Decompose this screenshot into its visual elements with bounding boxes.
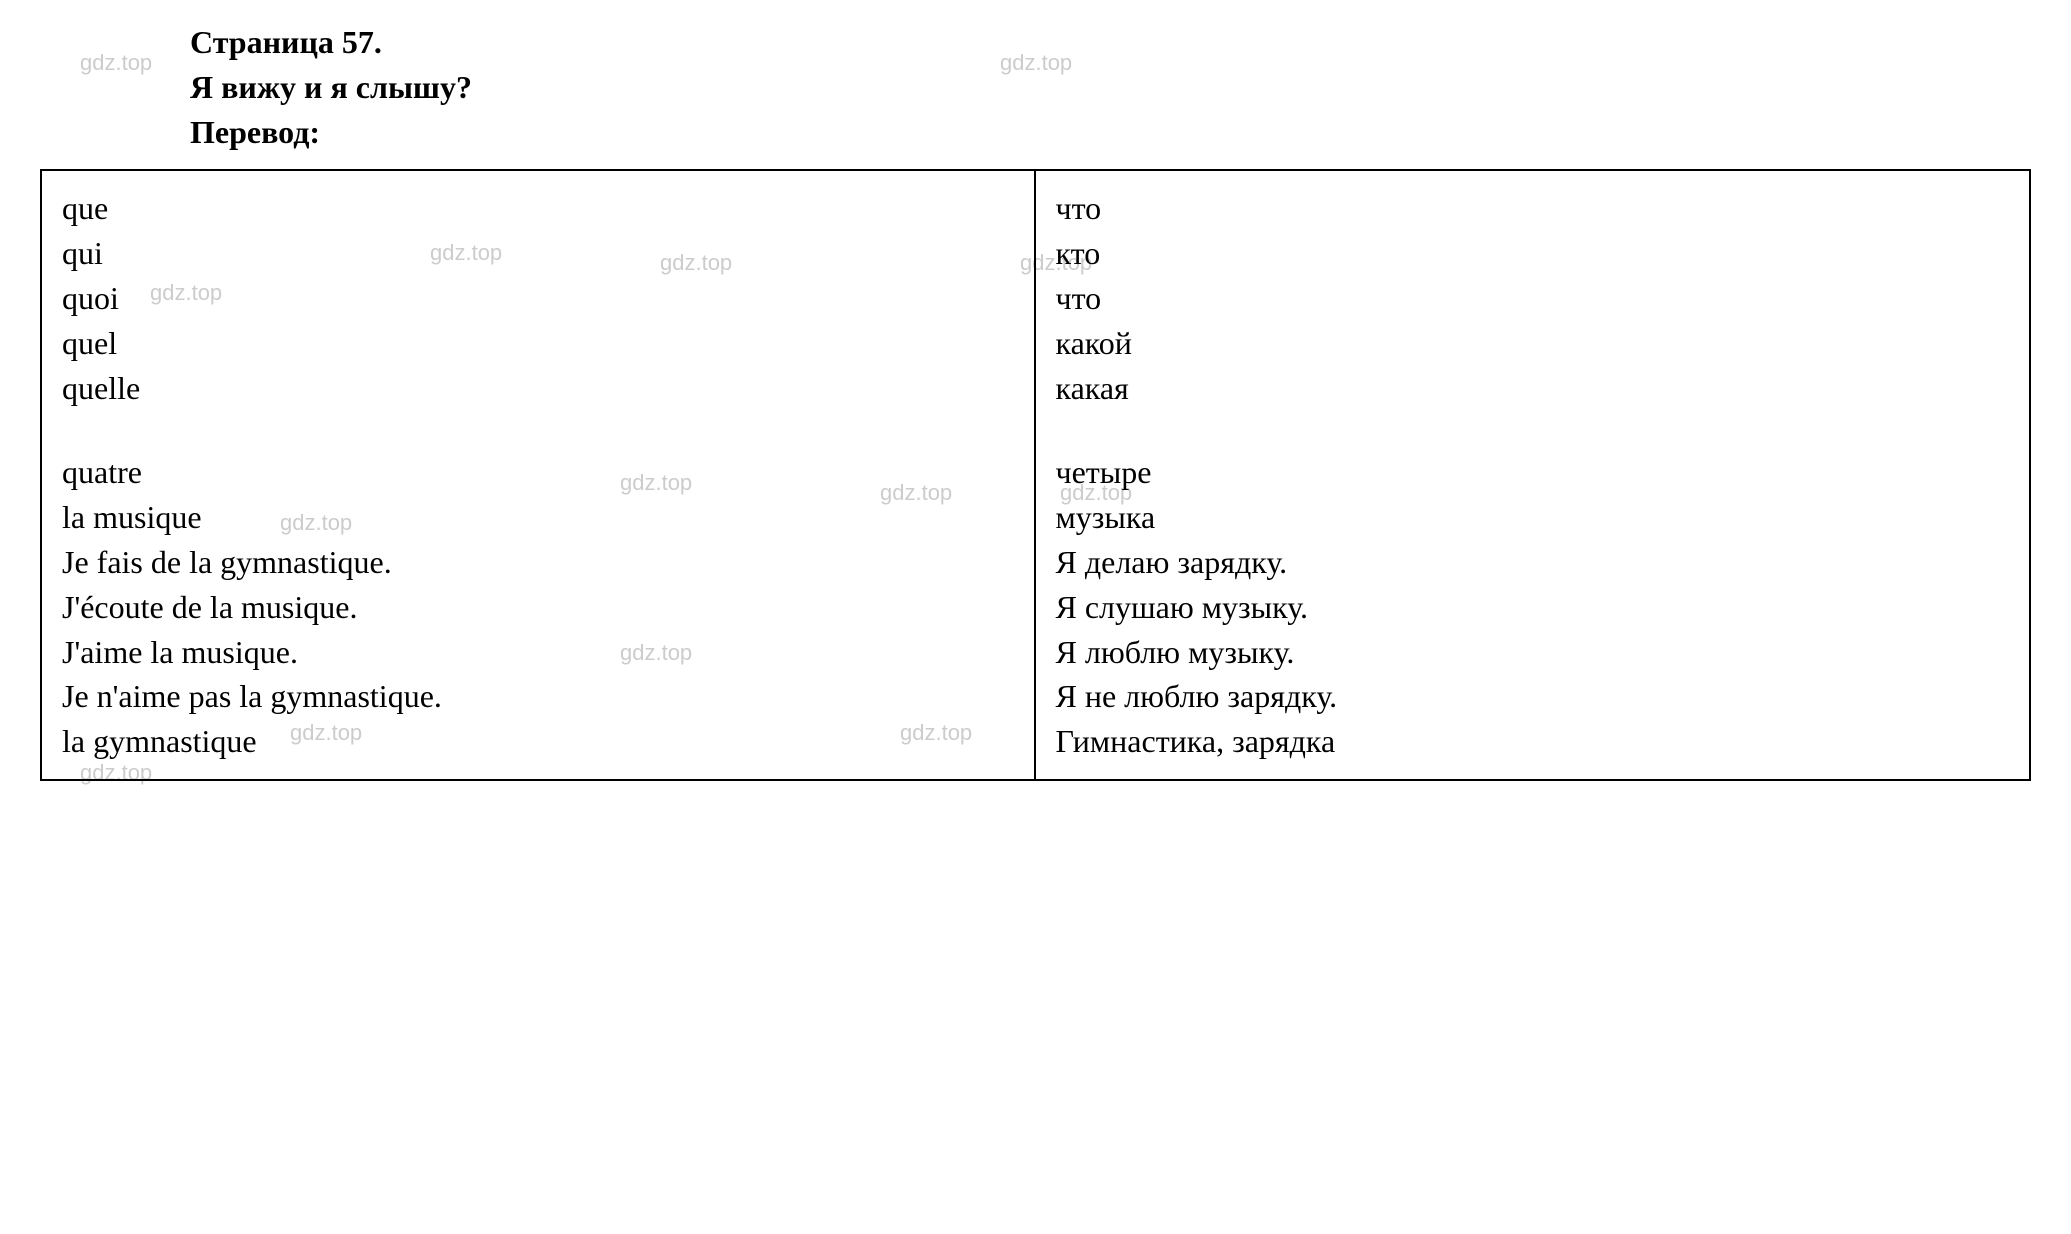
- russian-word: кто: [1056, 231, 2010, 276]
- table-row: que qui quoi quel quelle quatre la musiq…: [42, 171, 2029, 779]
- russian-sentence: Я не люблю зарядку.: [1056, 674, 2010, 719]
- spacer: [1056, 410, 2010, 450]
- russian-sentence: Я слушаю музыку.: [1056, 585, 2010, 630]
- page-title: Страница 57.: [190, 20, 2031, 65]
- french-word: qui: [62, 231, 1014, 276]
- russian-sentence: Я делаю зарядку.: [1056, 540, 2010, 585]
- french-sentence: Je fais de la gymnastique.: [62, 540, 1014, 585]
- left-column: que qui quoi quel quelle quatre la musiq…: [42, 171, 1036, 779]
- translation-table: que qui quoi quel quelle quatre la musiq…: [40, 169, 2031, 781]
- french-word: que: [62, 186, 1014, 231]
- document-header: Страница 57. Я вижу и я слышу? Перевод:: [190, 20, 2031, 154]
- french-word: quelle: [62, 366, 1014, 411]
- french-sentence: J'aime la musique.: [62, 630, 1014, 675]
- french-word: quel: [62, 321, 1014, 366]
- russian-word: четыре: [1056, 450, 2010, 495]
- russian-sentence: Я люблю музыку.: [1056, 630, 2010, 675]
- russian-word: какой: [1056, 321, 2010, 366]
- russian-word: музыка: [1056, 495, 2010, 540]
- french-word: quoi: [62, 276, 1014, 321]
- translation-label: Перевод:: [190, 110, 2031, 155]
- french-word: quatre: [62, 450, 1014, 495]
- spacer: [62, 410, 1014, 450]
- french-word: la gymnastique: [62, 719, 1014, 764]
- french-sentence: Je n'aime pas la gymnastique.: [62, 674, 1014, 719]
- russian-word: что: [1056, 186, 2010, 231]
- russian-word: какая: [1056, 366, 2010, 411]
- french-word: la musique: [62, 495, 1014, 540]
- page-subtitle: Я вижу и я слышу?: [190, 65, 2031, 110]
- right-column: что кто что какой какая четыре музыка Я …: [1036, 171, 2030, 779]
- french-sentence: J'écoute de la musique.: [62, 585, 1014, 630]
- russian-word: что: [1056, 276, 2010, 321]
- russian-word: Гимнастика, зарядка: [1056, 719, 2010, 764]
